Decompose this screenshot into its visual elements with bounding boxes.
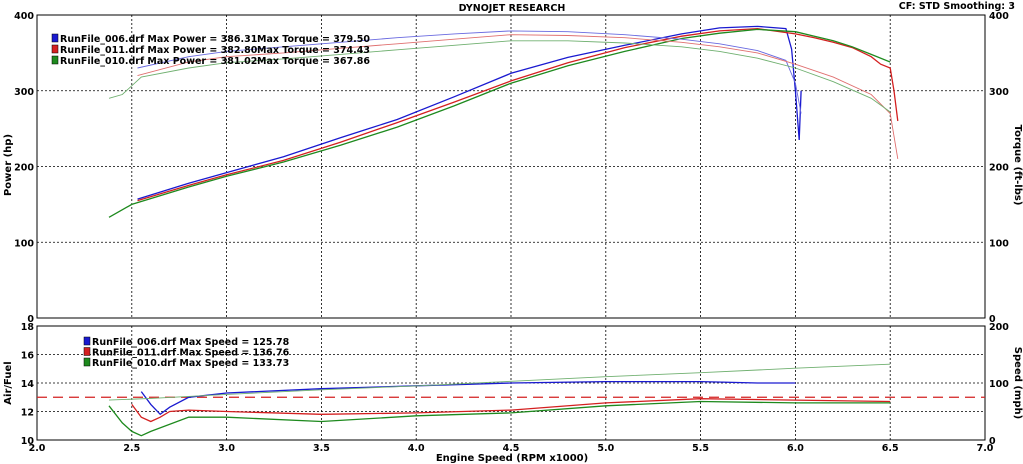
y-tick-label: 16 bbox=[21, 351, 35, 362]
x-tick-label: 7.0 bbox=[977, 443, 994, 454]
series-line-power bbox=[137, 25, 802, 200]
speed-axis-title: Speed (mph) bbox=[1012, 347, 1023, 419]
x-tick-label: 5.0 bbox=[597, 443, 614, 454]
y-tick-label: 200 bbox=[14, 163, 34, 174]
legend-torque-label: Max Torque = 367.86 bbox=[257, 56, 370, 67]
series-line-power bbox=[137, 27, 899, 202]
y2-tick-label: 200 bbox=[989, 322, 1009, 333]
y-tick-label: 18 bbox=[21, 322, 35, 333]
series-line-power bbox=[108, 28, 891, 218]
y-tick-label: 300 bbox=[14, 87, 34, 98]
legend-speed-label: RunFile_011.drf Max Speed = 136.76 bbox=[92, 348, 290, 359]
speed-legend: RunFile_006.drf Max Speed = 125.78RunFil… bbox=[83, 336, 290, 369]
series-line-afr bbox=[131, 398, 891, 423]
torque-axis-title: Torque (ft-lbs) bbox=[1012, 125, 1023, 206]
y2-tick-label: 100 bbox=[989, 238, 1009, 249]
power-legend: RunFile_006.drf Max Power = 386.31 Max To… bbox=[51, 33, 370, 67]
x-tick-label: 2.5 bbox=[123, 443, 140, 454]
series-line-afr bbox=[108, 400, 891, 437]
y2-tick-label: 0 bbox=[989, 436, 996, 447]
series-line-torque bbox=[108, 40, 891, 113]
series-line-torque bbox=[137, 30, 802, 114]
x-tick-label: 6.5 bbox=[882, 443, 899, 454]
y2-tick-label: 400 bbox=[989, 11, 1009, 22]
x-tick-label: 6.0 bbox=[787, 443, 804, 454]
legend-swatch bbox=[51, 33, 59, 43]
legend-swatch bbox=[83, 357, 91, 367]
legend-speed-label: RunFile_006.drf Max Speed = 125.78 bbox=[92, 337, 290, 348]
legend-swatch bbox=[83, 347, 91, 356]
x-tick-label: 3.0 bbox=[218, 443, 235, 454]
y2-tick-label: 100 bbox=[989, 379, 1009, 390]
legend-file-label: RunFile_011.drf Max Power = 382.80 bbox=[60, 45, 258, 56]
power-torque-plot: 0 100 200 300 400 0 100 200 300 400 bbox=[14, 11, 1009, 325]
cf-smoothing-label: CF: STD Smoothing: 3 bbox=[899, 1, 1015, 12]
x-tick-label: 4.5 bbox=[503, 443, 520, 454]
airfuel-axis-title: Air/Fuel bbox=[3, 361, 14, 404]
y2-tick-label: 0 bbox=[989, 314, 996, 325]
legend-swatch bbox=[83, 336, 91, 346]
y-tick-label: 14 bbox=[21, 379, 35, 390]
y-tick-label: 100 bbox=[14, 238, 34, 249]
x-axis-title: Engine Speed (RPM x1000) bbox=[436, 453, 588, 464]
chart-title: DYNOJET RESEARCH bbox=[459, 3, 566, 14]
series-line-torque bbox=[137, 34, 899, 159]
series-line-speed bbox=[108, 363, 891, 401]
y-tick-label: 10 bbox=[21, 436, 35, 447]
legend-torque-label: Max Torque = 379.50 bbox=[257, 34, 370, 45]
afr-speed-plot: 2.0 2.5 3.0 3.5 4.0 4.5 5.0 5.5 6.0 6.5 7.0 10 12 14 1… bbox=[21, 322, 1009, 454]
x-tick-label: 4.0 bbox=[408, 443, 425, 454]
x-tick-label: 5.5 bbox=[692, 443, 709, 454]
legend-torque-label: Max Torque = 374.43 bbox=[257, 45, 370, 56]
x-tick-label: 3.5 bbox=[313, 443, 330, 454]
y2-tick-label: 200 bbox=[989, 163, 1009, 174]
legend-file-label: RunFile_010.drf Max Power = 381.02 bbox=[60, 56, 257, 67]
legend-swatch bbox=[51, 44, 59, 54]
x-tick-label: 2.0 bbox=[29, 443, 46, 454]
power-axis-title: Power (hp) bbox=[3, 134, 14, 196]
y2-tick-label: 300 bbox=[989, 87, 1009, 98]
y-tick-label: 0 bbox=[27, 314, 34, 325]
legend-speed-label: RunFile_010.drf Max Speed = 133.73 bbox=[92, 358, 289, 369]
y-tick-label: 400 bbox=[14, 11, 34, 22]
legend-file-label: RunFile_006.drf Max Power = 386.31 bbox=[60, 34, 257, 45]
legend-swatch bbox=[51, 55, 59, 65]
series-line-afr bbox=[140, 380, 796, 416]
y-tick-label: 12 bbox=[21, 408, 34, 419]
